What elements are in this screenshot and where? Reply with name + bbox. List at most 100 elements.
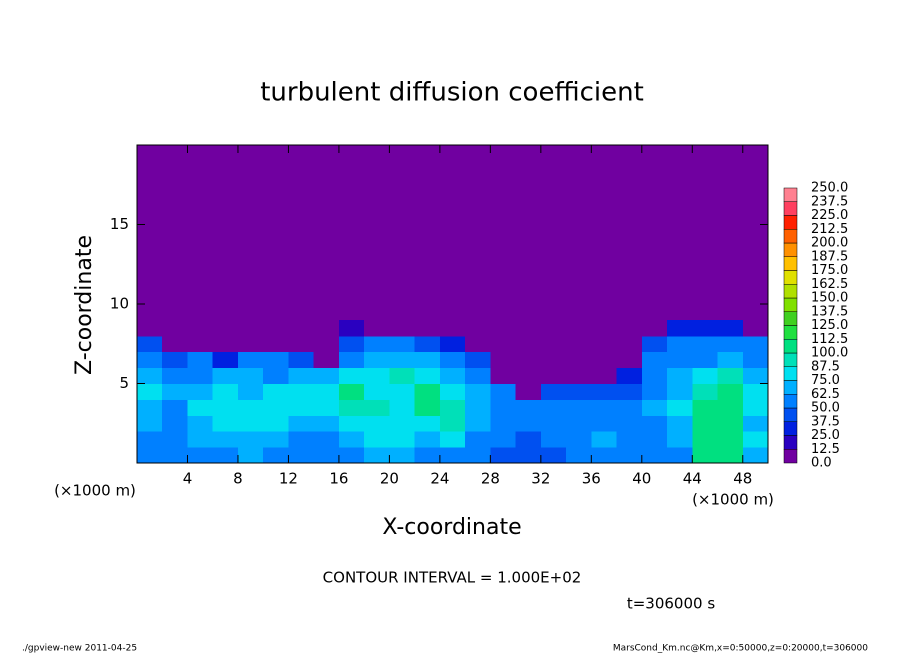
cells [137,319,769,464]
colorbar-label: 50.0 [811,401,840,416]
colorbar-swatch [783,270,798,285]
cell [717,351,744,369]
cell [187,319,214,337]
cell [313,367,340,384]
cell [692,415,719,432]
cell [717,447,744,464]
cell [364,335,390,353]
colorbar-label: 137.5 [811,304,848,319]
cell [490,447,517,464]
y-unit: (×1000 m) [54,482,136,500]
cell [389,319,416,337]
cell [389,335,416,353]
cell [364,431,390,448]
cell [616,367,643,384]
cell [263,319,289,337]
cell [717,431,744,448]
colorbar-label: 212.5 [811,222,848,237]
colorbar-label: 125.0 [811,318,848,333]
x-tick-label: 48 [733,470,752,488]
cell [338,319,365,337]
cell [692,383,719,400]
cell [540,367,567,384]
colorbar-swatch [783,242,798,257]
cell [389,351,416,369]
cell [742,415,769,432]
cell [490,383,517,400]
colorbar-swatch [783,352,798,367]
annotation: CONTOUR INTERVAL = 1.000E+02 [323,569,582,587]
cell [237,431,264,448]
cell [540,335,567,353]
cell [414,383,441,400]
cell [364,319,390,337]
cell [187,383,214,400]
colorbar-swatch [783,297,798,312]
cell [162,383,188,400]
cell [263,367,289,384]
cell [338,367,365,384]
cell [288,367,315,384]
cell [616,319,643,337]
colorbar-label: 100.0 [811,346,848,361]
cell [692,367,719,384]
cell [313,431,340,448]
cell [137,431,163,448]
cell [237,383,264,400]
cell [616,431,643,448]
cell [237,447,264,464]
cell [338,399,365,416]
cell [439,319,466,337]
cell [490,415,517,432]
cell [540,431,567,448]
cell [212,383,239,400]
cell [313,447,340,464]
cell [237,399,264,416]
cell [338,335,365,353]
cell [667,447,693,464]
cell [187,399,214,416]
cell [237,367,264,384]
cell [515,447,542,464]
colorbar-swatch [783,229,798,244]
cell [742,351,769,369]
cell [540,415,567,432]
cell [717,367,744,384]
cell [288,319,315,337]
cell [692,319,719,337]
cell [263,415,289,432]
cell [414,431,441,448]
colorbar-swatch [783,325,798,340]
colorbar-swatch [783,449,798,464]
cell [641,399,668,416]
cell [717,383,744,400]
cell [364,351,390,369]
cell [667,415,693,432]
cell [263,447,289,464]
cell [490,319,517,337]
cell [490,431,517,448]
colorbar-swatch [783,311,798,326]
colorbar-label: 0.0 [811,456,832,471]
colorbar-label: 25.0 [811,428,840,443]
cell [162,431,188,448]
cell [566,351,592,369]
cell [641,367,668,384]
cell [237,319,264,337]
cell [692,431,719,448]
y-tick-label: 15 [110,215,129,233]
cell [389,415,416,432]
cell [162,319,188,337]
cell [540,351,567,369]
colorbar-swatch [783,284,798,299]
cell [414,447,441,464]
cell [414,367,441,384]
x-tick-label: 32 [531,470,550,488]
cell [667,383,693,400]
x-tick-label: 12 [279,470,298,488]
cell [237,335,264,353]
colorbar-label: 162.5 [811,277,848,292]
cell [641,335,668,353]
chart-title: turbulent diffusion coefficient [260,78,644,108]
